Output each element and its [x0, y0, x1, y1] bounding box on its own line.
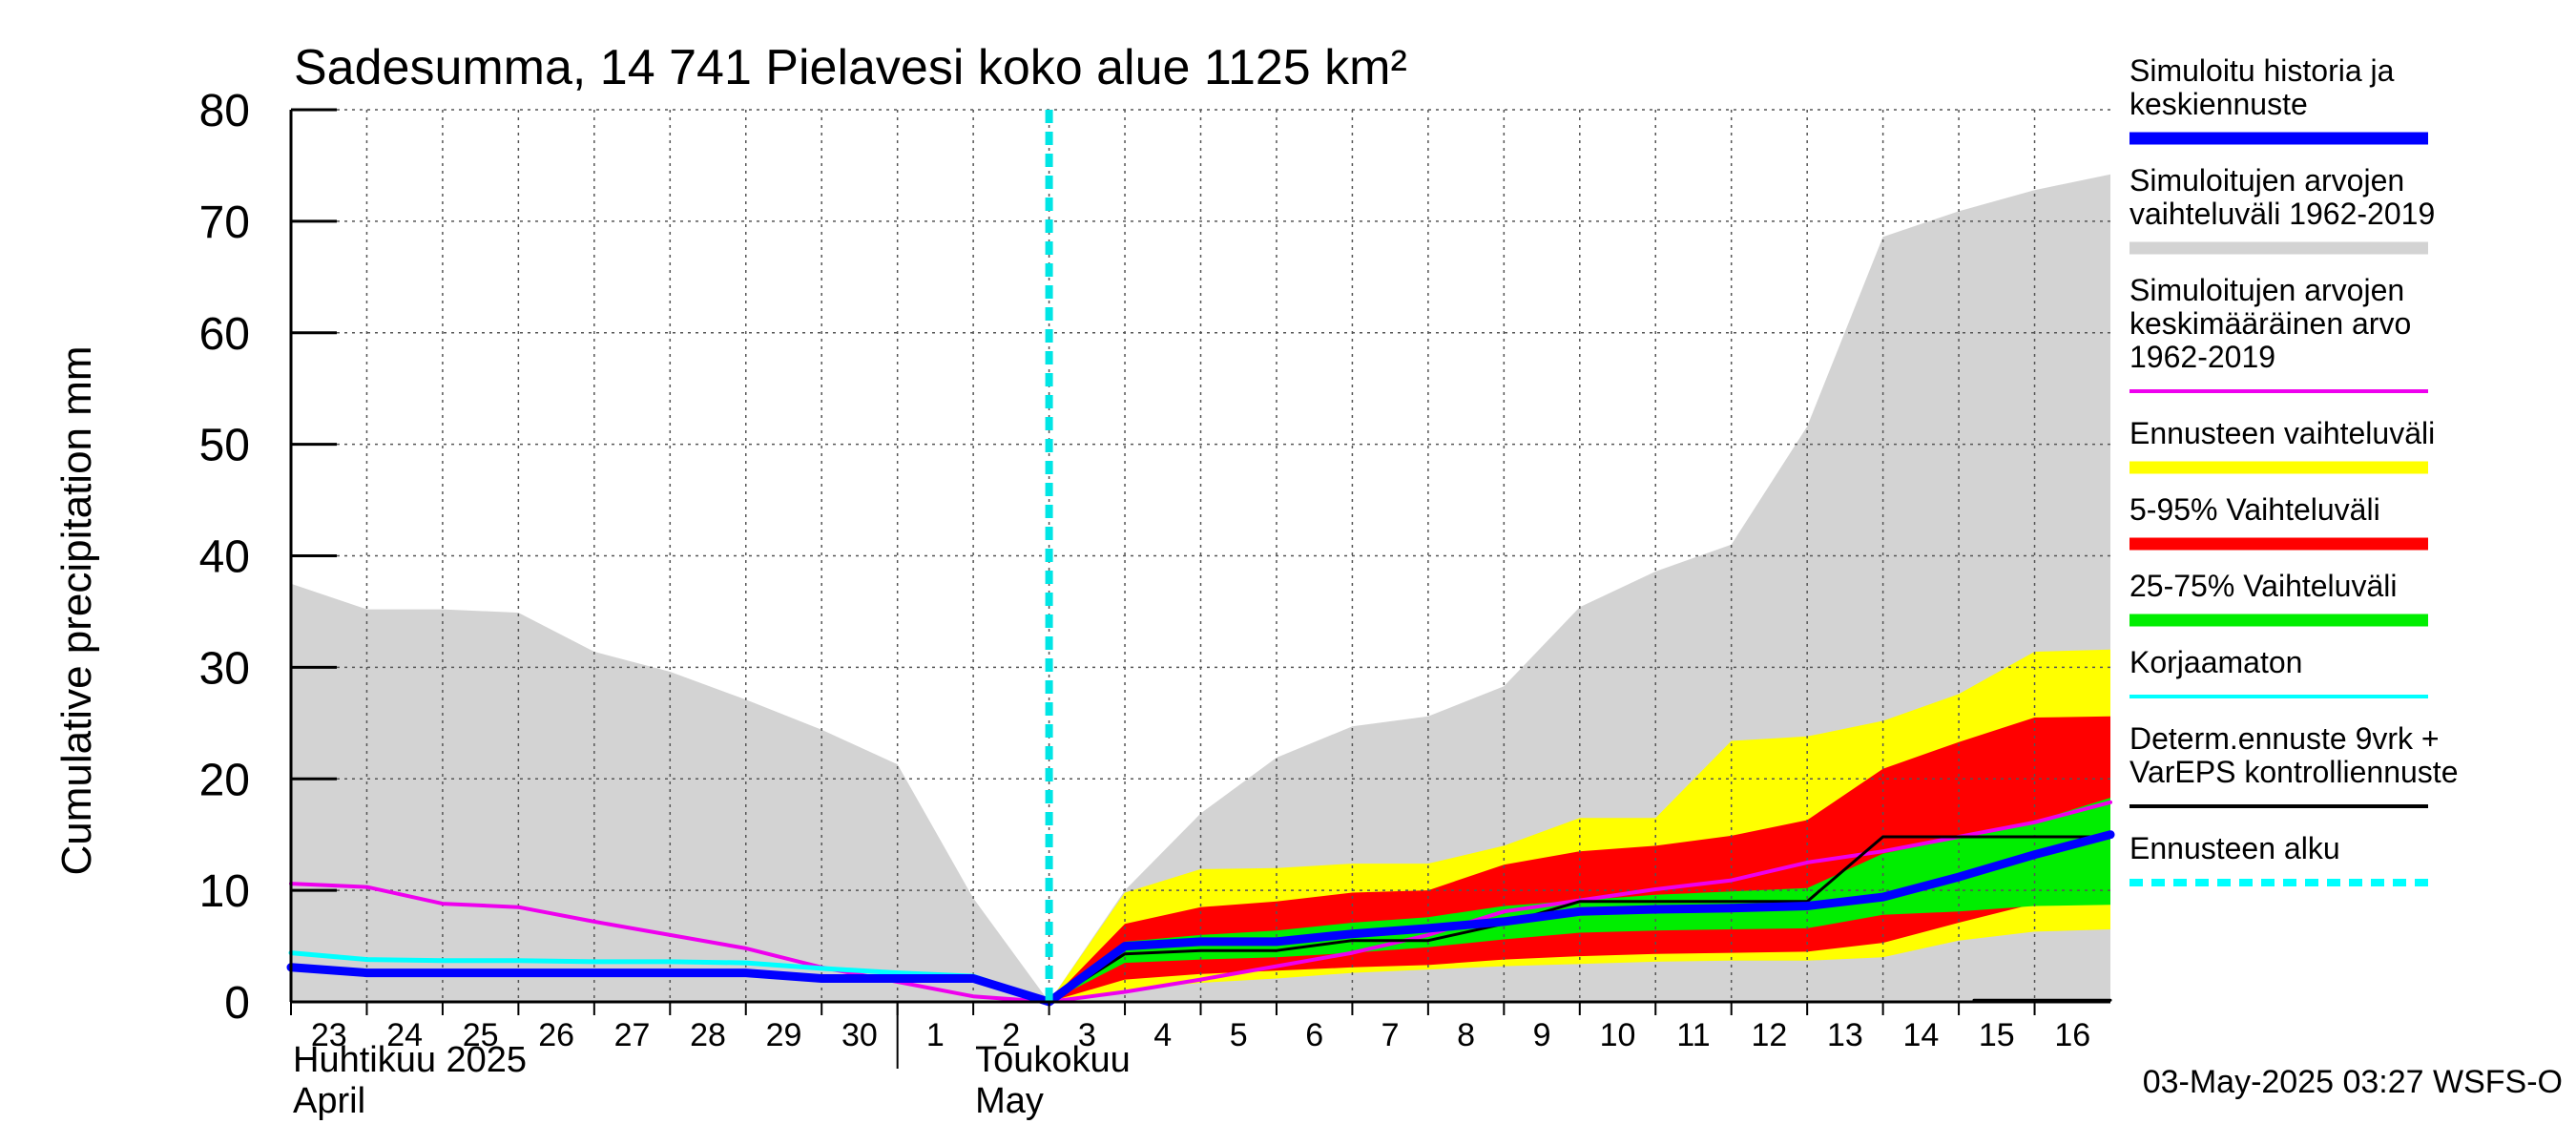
legend-label: VarEPS kontrolliennuste	[2129, 755, 2458, 789]
series-uncorrected	[288, 950, 1052, 1005]
x-tick-label: 1	[926, 1017, 945, 1053]
legend-label: Korjaamaton	[2129, 645, 2302, 679]
series-sim_mean	[289, 800, 2112, 1004]
x-tick-label: 15	[1979, 1017, 2015, 1053]
legend-label: Determ.ennuste 9vrk +	[2129, 721, 2440, 756]
legend-label: Simuloitujen arvojen	[2129, 163, 2404, 198]
x-tick-label: 11	[1676, 1017, 1710, 1053]
x-tick-label: 27	[614, 1017, 651, 1053]
chart-title: Sadesumma, 14 741 Pielavesi koko alue 11…	[294, 40, 1407, 95]
legend-label: keskimääräinen arvo	[2129, 306, 2411, 341]
x-tick-label: 8	[1457, 1017, 1475, 1053]
legend-label: Ennusteen vaihteluväli	[2129, 416, 2435, 450]
x-tick-label: 26	[538, 1017, 574, 1053]
x-tick-label: 3	[1078, 1017, 1096, 1053]
y-tick-label: 60	[199, 309, 250, 360]
timestamp: 03-May-2025 03:27 WSFS-O	[2143, 1064, 2563, 1100]
month-label-fi: Toukokuu	[975, 1040, 1131, 1080]
x-tick-label: 4	[1153, 1017, 1172, 1053]
line-layer	[286, 110, 2115, 1007]
y-tick-label: 30	[199, 643, 250, 694]
x-tick-label: 5	[1230, 1017, 1248, 1053]
y-tick-label: 20	[199, 755, 250, 805]
legend-label: Simuloitujen arvojen	[2129, 273, 2404, 307]
x-tick-label: 2	[1002, 1017, 1020, 1053]
series-determ_control	[1048, 835, 2112, 1004]
y-axis-label: Cumulative precipitation mm	[53, 345, 100, 875]
legend-label: Simuloitu historia ja	[2129, 53, 2395, 88]
y-tick-label: 10	[199, 866, 250, 917]
x-tick-label: 24	[386, 1017, 423, 1053]
x-tick-label: 12	[1752, 1017, 1788, 1053]
x-tick-label: 7	[1381, 1017, 1400, 1053]
y-tick-label: 80	[199, 86, 250, 136]
legend-label: vaihteluväli 1962-2019	[2129, 197, 2435, 231]
legend-label: 5-95% Vaihteluväli	[2129, 492, 2380, 527]
y-tick-label: 40	[199, 532, 250, 583]
x-tick-label: 13	[1827, 1017, 1863, 1053]
series-sim_history	[286, 830, 2115, 1007]
band-p25_75	[1049, 798, 2110, 1002]
legend-label: 1962-2019	[2129, 340, 2275, 374]
y-tick-label: 70	[199, 198, 250, 248]
x-tick-label: 16	[2054, 1017, 2090, 1053]
y-tick-label: 50	[199, 421, 250, 471]
x-tick-label: 28	[690, 1017, 726, 1053]
month-label-en: April	[293, 1081, 365, 1121]
legend-label: 25-75% Vaihteluväli	[2129, 569, 2397, 603]
x-tick-label: 29	[766, 1017, 802, 1053]
x-tick-label: 10	[1600, 1017, 1636, 1053]
month-label-en: May	[975, 1081, 1044, 1121]
x-tick-label: 30	[841, 1017, 878, 1053]
x-tick-label: 9	[1533, 1017, 1551, 1053]
band-sim_range	[291, 174, 2110, 1003]
legend-label: Ennusteen alku	[2129, 831, 2340, 865]
y-tick-label: 0	[224, 978, 250, 1029]
x-tick-label: 25	[463, 1017, 499, 1053]
x-tick-label: 23	[311, 1017, 347, 1053]
month-label-fi: Huhtikuu 2025	[293, 1040, 527, 1080]
legend-label: keskiennuste	[2129, 87, 2308, 121]
grid-layer	[291, 109, 2110, 1002]
x-tick-label: 6	[1305, 1017, 1323, 1053]
x-tick-label: 14	[1902, 1017, 1939, 1053]
